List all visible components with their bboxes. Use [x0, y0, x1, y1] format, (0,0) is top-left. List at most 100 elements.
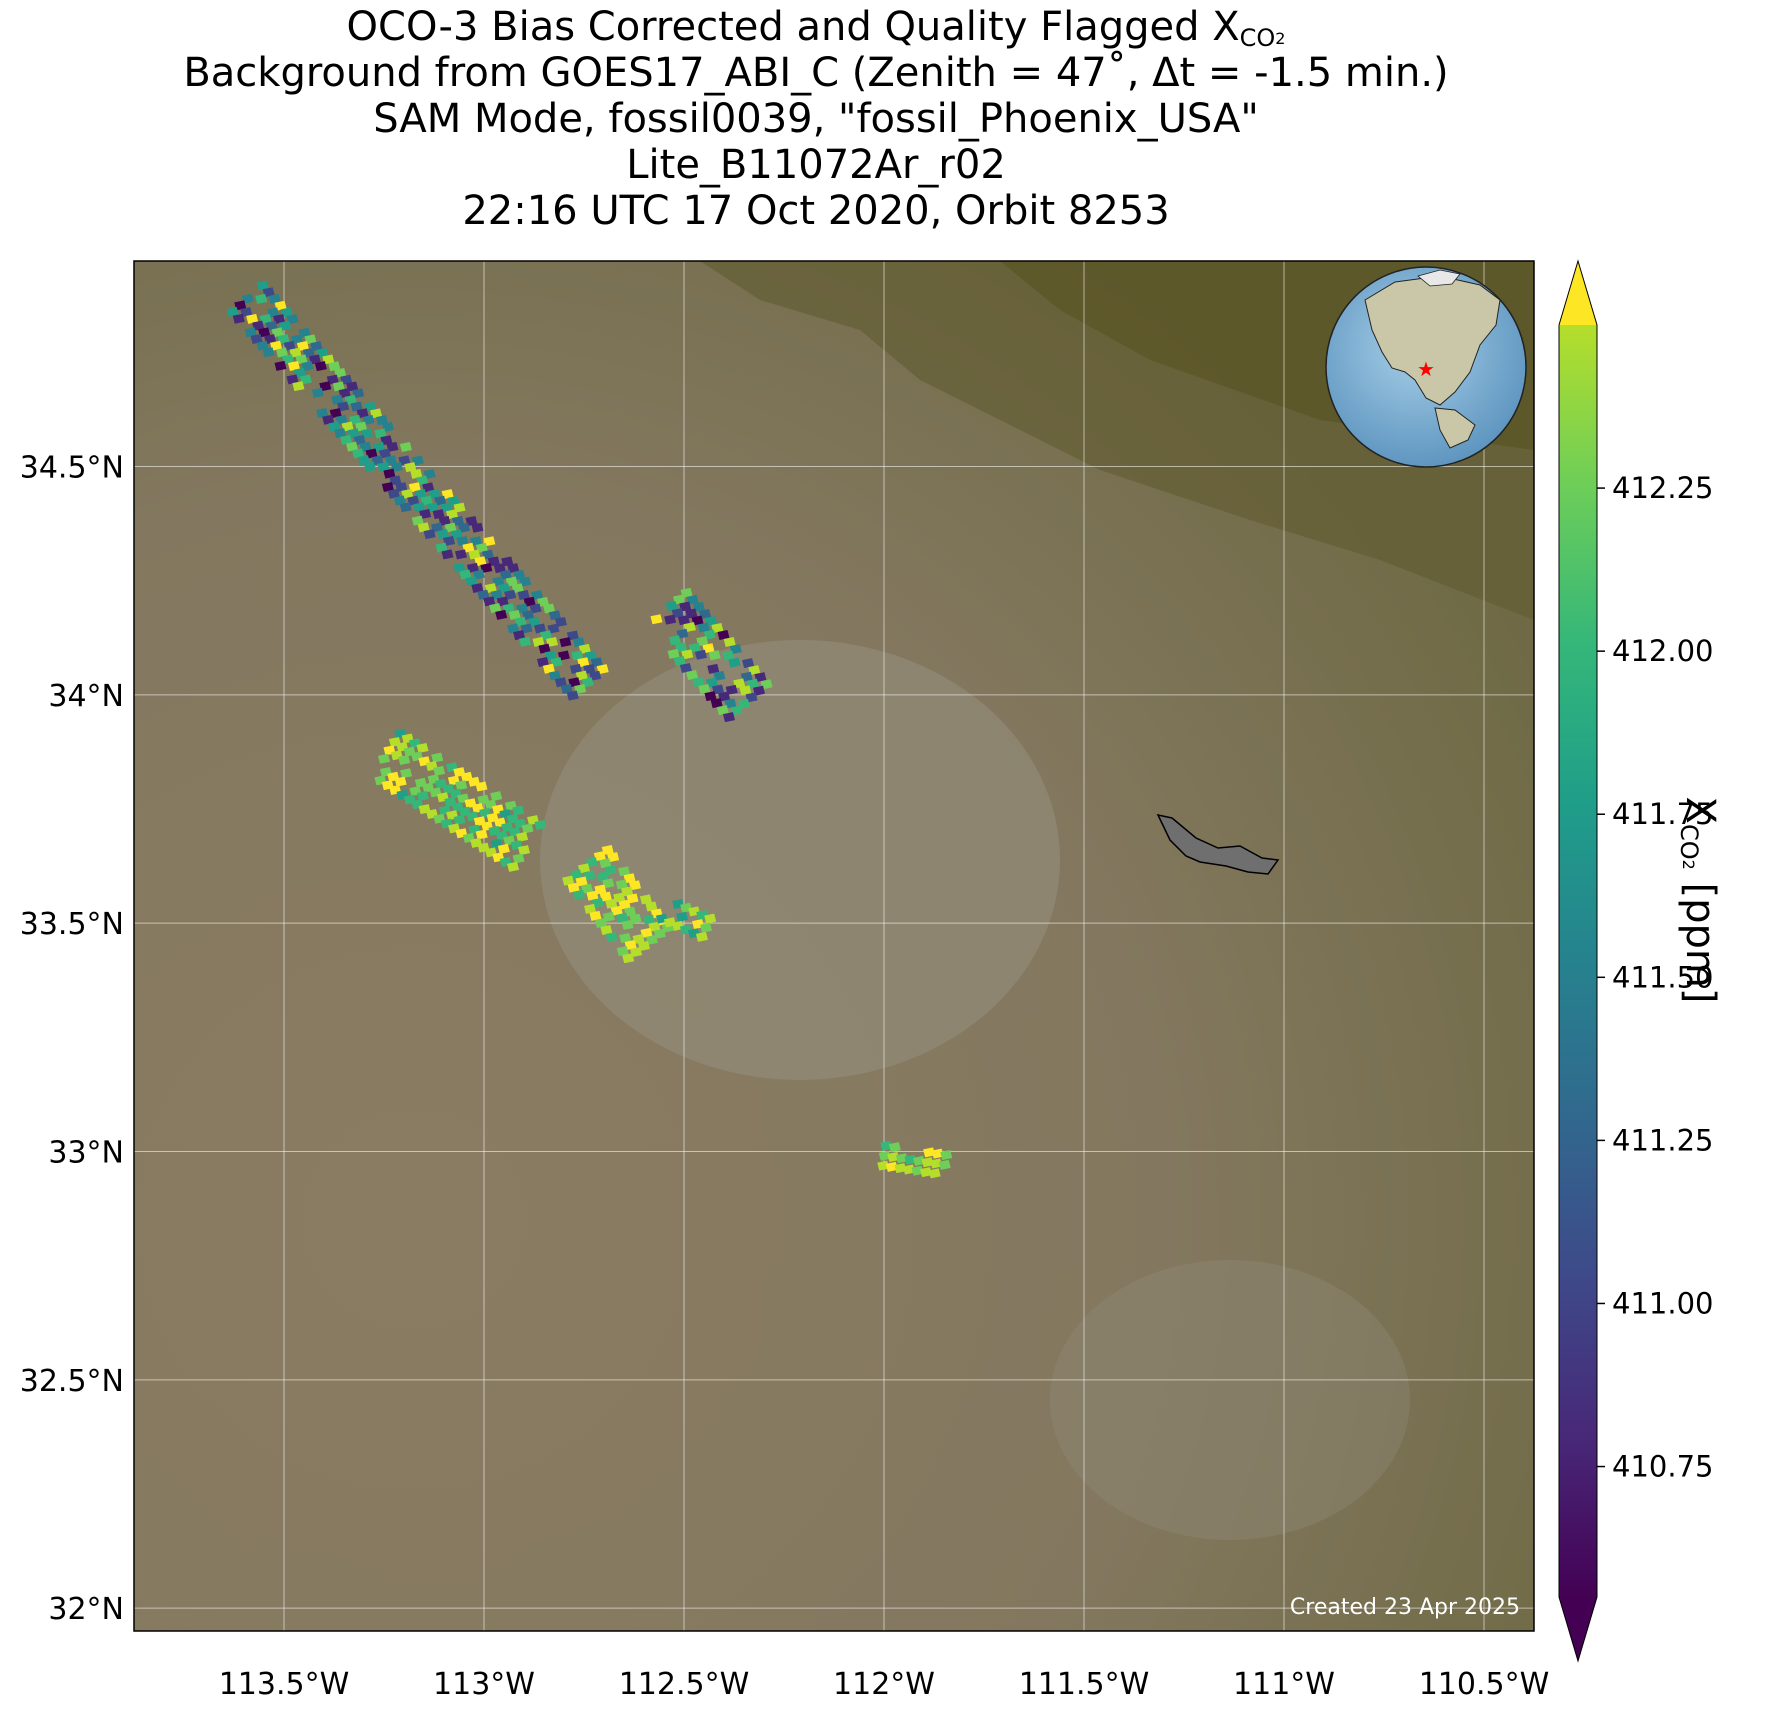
colorbar-tick-label: 411.25: [1612, 1123, 1713, 1157]
sounding-pixel: [691, 615, 704, 626]
sounding-pixel: [505, 576, 518, 587]
sounding-pixel: [694, 649, 707, 660]
sounding-pixel: [639, 894, 652, 905]
sounding-pixel: [911, 1165, 924, 1176]
north-america-landmass: [1364, 275, 1501, 406]
sounding-pixel: [534, 623, 547, 634]
sounding-pixel: [705, 615, 718, 626]
sounding-pixel: [459, 569, 472, 580]
sounding-pixel: [534, 819, 547, 830]
sounding-pixel: [331, 394, 344, 405]
sounding-pixel: [702, 643, 715, 654]
sounding-pixel: [700, 922, 713, 933]
sounding-pixel: [738, 698, 750, 709]
sounding-pixel: [441, 489, 454, 500]
sounding-pixel: [395, 482, 408, 493]
longitude-ticks: 113.5°W 113°W 112.5°W 112°W 111.5°W 111°W 110.…: [219, 1667, 1550, 1702]
colorbar-title: XCO2 [ppm]: [1675, 796, 1723, 1004]
sounding-pixel: [259, 313, 272, 324]
sounding-pixel: [452, 515, 465, 526]
sounding-pixel: [483, 596, 496, 607]
sounding-pixel: [329, 408, 342, 419]
sounding-pixel: [408, 482, 421, 493]
lon-tick-label: 112°W: [833, 1667, 935, 1702]
sounding-pixel: [728, 657, 741, 668]
sounding-pixel: [447, 495, 460, 506]
sounding-pixel: [492, 576, 505, 587]
sounding-pixel: [760, 679, 773, 690]
sounding-pixel: [938, 1159, 951, 1170]
sounding-pixel: [453, 562, 466, 573]
sounding-pixel: [410, 468, 423, 479]
sounding-pixel: [753, 685, 766, 696]
sounding-pixel: [346, 441, 359, 452]
sounding-pixel: [514, 616, 527, 627]
sounding-pixel: [350, 401, 363, 412]
sounding-pixel: [575, 876, 588, 887]
sounding-pixel: [536, 657, 549, 668]
sounding-pixel: [878, 1150, 891, 1161]
sounding-pixel: [589, 670, 602, 681]
sounding-pixel: [352, 388, 365, 399]
title-line-2: Background from GOES17_ABI_C (Zenith = 4…: [183, 50, 1449, 96]
tucson-area: [1050, 1260, 1410, 1540]
sounding-pixel: [742, 658, 755, 669]
sounding-pixel: [381, 482, 394, 493]
sounding-pixel: [264, 334, 277, 345]
sounding-pixel: [349, 414, 362, 425]
sounding-pixel: [739, 685, 752, 696]
sounding-pixel: [547, 623, 560, 634]
sounding-pixel: [518, 845, 530, 856]
sounding-pixel: [629, 880, 642, 891]
sounding-pixel: [338, 388, 351, 399]
sounding-pixel: [638, 941, 650, 951]
sounding-pixel: [290, 334, 303, 345]
sounding-pixel: [267, 307, 280, 318]
sounding-pixel: [466, 562, 479, 573]
sounding-pixel: [376, 415, 389, 426]
sounding-pixel: [423, 468, 436, 479]
sounding-pixel: [519, 636, 532, 647]
sounding-pixel: [471, 522, 484, 533]
sounding-pixel: [273, 314, 286, 325]
sounding-pixel: [440, 502, 453, 513]
sounding-pixel: [262, 347, 275, 358]
sounding-pixel: [465, 576, 478, 587]
sounding-pixel: [226, 307, 239, 318]
sounding-pixel: [692, 677, 705, 688]
sounding-pixel: [508, 609, 521, 620]
sounding-pixel: [537, 596, 550, 607]
sounding-pixel: [629, 913, 642, 924]
sounding-pixel: [474, 556, 487, 567]
sounding-pixel: [730, 705, 743, 716]
sounding-pixel: [438, 515, 451, 526]
sounding-pixel: [244, 327, 257, 338]
lon-tick-label: 113°W: [433, 1667, 535, 1702]
sounding-pixel: [754, 672, 767, 683]
sounding-pixel: [322, 414, 335, 425]
sounding-pixel: [316, 407, 329, 418]
title-line-3: SAM Mode, fossil0039, "fossil_Phoenix_US…: [373, 96, 1259, 142]
sounding-pixel: [293, 367, 306, 378]
sounding-pixel: [902, 1164, 915, 1175]
sounding-pixel: [667, 648, 680, 659]
sounding-pixel: [468, 549, 481, 560]
sounding-pixel: [454, 549, 467, 560]
sounding-pixel: [877, 1160, 890, 1171]
latitude-ticks: 34.5°N 34°N 33.5°N 33°N 32.5°N 32°N: [20, 451, 124, 1628]
sounding-pixel: [319, 381, 332, 392]
sounding-pixel: [456, 536, 469, 547]
sounding-pixel: [380, 435, 393, 446]
sounding-pixel: [613, 892, 626, 903]
sounding-pixel: [717, 630, 730, 641]
lon-tick-label: 112.5°W: [619, 1667, 750, 1702]
sounding-pixel: [394, 776, 407, 787]
sounding-pixel: [498, 583, 511, 594]
sounding-pixel: [441, 549, 454, 560]
sounding-pixel: [559, 637, 572, 648]
sounding-pixel: [271, 327, 284, 338]
sounding-pixel: [411, 515, 424, 526]
urban-haze: [540, 640, 1060, 1080]
sounding-pixel: [930, 1158, 943, 1169]
sounding-pixel: [423, 529, 436, 540]
